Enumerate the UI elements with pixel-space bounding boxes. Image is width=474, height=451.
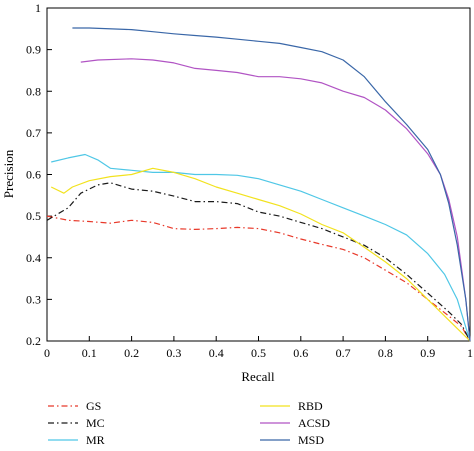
x-tick-label: 0.3 [166, 346, 181, 360]
series-line-rbd [50, 167, 471, 342]
x-tick-label: 1 [467, 346, 473, 360]
series-line-mc [46, 182, 471, 342]
y-tick-label: 0.4 [26, 251, 41, 265]
legend: GS MC MR RBD ACSD MSD [48, 399, 330, 447]
y-tick-label: 0.5 [26, 209, 41, 223]
y-tick-label: 0.7 [26, 126, 41, 140]
x-tick-label: 0 [44, 346, 50, 360]
x-tick-label: 0.6 [293, 346, 308, 360]
y-tick-label: 1 [35, 1, 41, 15]
x-axis-label: Recall [241, 369, 275, 384]
x-tick-label: 0.7 [336, 346, 351, 360]
legend-label-mr: MR [86, 433, 105, 446]
legend-label-msd: MSD [298, 433, 324, 446]
x-tick-label: 0.5 [251, 346, 266, 360]
x-tick-label: 0.4 [209, 346, 224, 360]
series-line-msd [72, 27, 471, 342]
x-tick-label: 0.8 [378, 346, 393, 360]
x-tick-label: 0.2 [124, 346, 139, 360]
y-axis-label: Precision [1, 149, 16, 198]
legend-label-gs: GS [86, 399, 101, 413]
series-line-acsd [80, 58, 471, 342]
legend-label-rbd: RBD [298, 399, 323, 413]
plot-area-frame [46, 7, 471, 342]
x-axis-ticks: 0 0.1 0.2 0.3 0.4 0.5 0.6 0.7 0.8 0.9 1 [44, 336, 473, 360]
y-tick-label: 0.9 [26, 43, 41, 57]
y-tick-label: 0.8 [26, 84, 41, 98]
series-line-mr [51, 153, 471, 342]
y-tick-label: 0.6 [26, 168, 41, 182]
y-axis-ticks: 0.2 0.3 0.4 0.5 0.6 0.7 0.8 0.9 1 [26, 1, 52, 348]
y-tick-label: 0.3 [26, 292, 41, 306]
legend-label-acsd: ACSD [298, 416, 330, 430]
legend-label-mc: MC [86, 416, 105, 430]
x-tick-label: 0.1 [82, 346, 97, 360]
x-tick-label: 0.9 [420, 346, 435, 360]
series-lines [46, 27, 471, 342]
y-tick-label: 0.2 [26, 334, 41, 348]
